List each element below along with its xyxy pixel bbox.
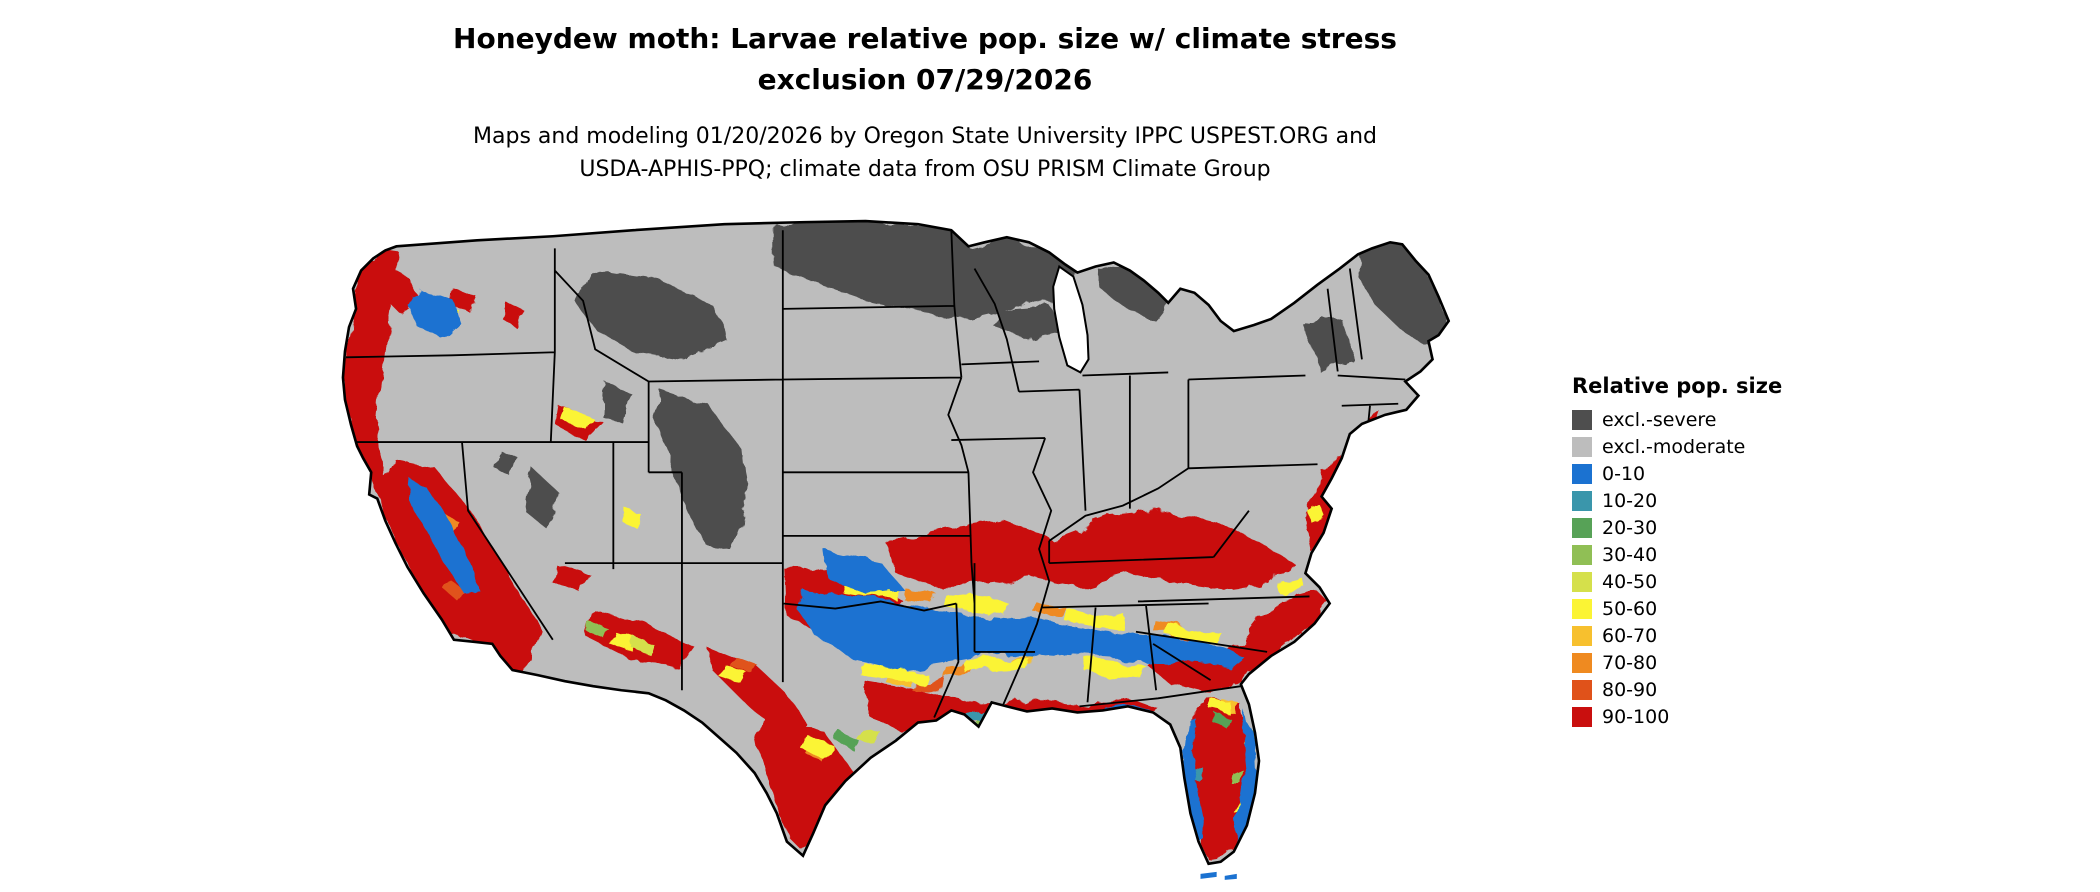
legend-row: 50-60 bbox=[1572, 599, 1782, 619]
legend-label: 40-50 bbox=[1602, 571, 1658, 593]
legend-swatch bbox=[1572, 437, 1592, 457]
legend: Relative pop. size excl.-severe excl.-mo… bbox=[1572, 374, 1782, 734]
legend-label: excl.-moderate bbox=[1602, 436, 1746, 458]
legend-swatch bbox=[1572, 491, 1592, 511]
legend-row: 20-30 bbox=[1572, 518, 1782, 538]
legend-swatch bbox=[1572, 410, 1592, 430]
subtitle-line2: USDA-APHIS-PPQ; climate data from OSU PR… bbox=[579, 157, 1271, 182]
legend-row: 40-50 bbox=[1572, 572, 1782, 592]
legend-row: excl.-moderate bbox=[1572, 437, 1782, 457]
page-title: Honeydew moth: Larvae relative pop. size… bbox=[0, 18, 1850, 100]
legend-row: 30-40 bbox=[1572, 545, 1782, 565]
title-line1: Honeydew moth: Larvae relative pop. size… bbox=[453, 22, 1397, 55]
legend-row: 90-100 bbox=[1572, 707, 1782, 727]
subtitle-line1: Maps and modeling 01/20/2026 by Oregon S… bbox=[473, 124, 1377, 149]
legend-row: 60-70 bbox=[1572, 626, 1782, 646]
legend-swatch bbox=[1572, 518, 1592, 538]
legend-swatch bbox=[1572, 653, 1592, 673]
legend-swatch bbox=[1572, 626, 1592, 646]
legend-label: 60-70 bbox=[1602, 625, 1658, 647]
severe-exclusion-areas bbox=[494, 221, 1449, 549]
legend-swatch bbox=[1572, 464, 1592, 484]
title-line2: exclusion 07/29/2026 bbox=[757, 63, 1093, 96]
legend-rows: excl.-severe excl.-moderate 0-10 10-20 2… bbox=[1572, 410, 1782, 727]
legend-swatch bbox=[1572, 707, 1592, 727]
legend-swatch bbox=[1572, 572, 1592, 592]
legend-label: 80-90 bbox=[1602, 679, 1658, 701]
florida-keys bbox=[1200, 871, 1237, 880]
legend-swatch bbox=[1572, 599, 1592, 619]
legend-label: 30-40 bbox=[1602, 544, 1658, 566]
legend-label: 20-30 bbox=[1602, 517, 1658, 539]
lake-michigan bbox=[1052, 264, 1090, 374]
legend-label: 0-10 bbox=[1602, 463, 1646, 485]
legend-title: Relative pop. size bbox=[1572, 374, 1783, 398]
legend-row: excl.-severe bbox=[1572, 410, 1782, 430]
legend-label: 10-20 bbox=[1602, 490, 1658, 512]
us-map bbox=[341, 219, 1450, 880]
legend-row: 80-90 bbox=[1572, 680, 1782, 700]
legend-row: 70-80 bbox=[1572, 653, 1782, 673]
legend-label: 50-60 bbox=[1602, 598, 1658, 620]
state-borders bbox=[345, 230, 1406, 718]
map-figure bbox=[300, 208, 1532, 890]
legend-swatch bbox=[1572, 545, 1592, 565]
legend-row: 10-20 bbox=[1572, 491, 1782, 511]
legend-label: 90-100 bbox=[1602, 706, 1670, 728]
subtitle: Maps and modeling 01/20/2026 by Oregon S… bbox=[0, 120, 1850, 186]
legend-row: 0-10 bbox=[1572, 464, 1782, 484]
legend-label: 70-80 bbox=[1602, 652, 1658, 674]
legend-label: excl.-severe bbox=[1602, 409, 1717, 431]
legend-swatch bbox=[1572, 680, 1592, 700]
